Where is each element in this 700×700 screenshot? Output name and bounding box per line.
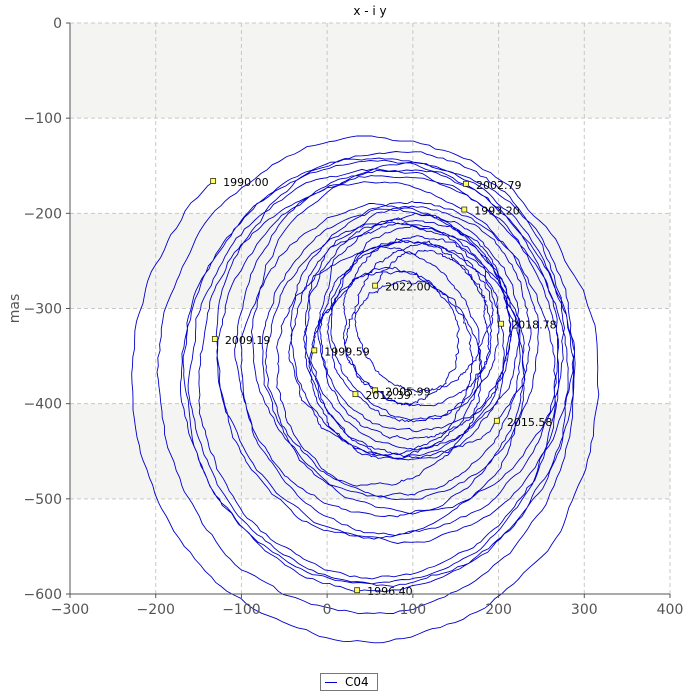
epoch-label: 2005.99 xyxy=(385,385,431,398)
x-tick-label: 100 xyxy=(399,602,426,618)
y-tick-label: −300 xyxy=(24,302,62,318)
legend-label: C04 xyxy=(345,675,369,689)
epoch-label: 1993.20 xyxy=(474,205,520,218)
epoch-marker xyxy=(311,347,318,354)
y-tick-label: 0 xyxy=(53,16,62,32)
epoch-label: 2018.78 xyxy=(511,319,556,332)
epoch-marker xyxy=(498,320,505,327)
epoch-label: 1999.59 xyxy=(324,345,370,358)
background-band xyxy=(70,403,670,499)
epoch-label: 2009.19 xyxy=(225,334,271,347)
epoch-marker xyxy=(463,180,469,187)
epoch-marker xyxy=(211,336,218,342)
y-tick-label: −400 xyxy=(24,397,62,413)
y-axis-ticks: 0 −100 −200 −300 −400 −500 −600 xyxy=(24,16,70,603)
epoch-label: 1990.00 xyxy=(223,176,269,189)
x-tick-label: −100 xyxy=(222,602,260,618)
epoch-marker xyxy=(210,178,217,184)
epoch-marker xyxy=(493,417,500,424)
epoch-markers: 1990.00 1993.20 1996.40 1999.59 2002.79 2005.… xyxy=(210,176,557,598)
legend-swatch xyxy=(325,681,337,683)
epoch-label: 2012.39 xyxy=(365,389,411,402)
epoch-label: 2022.00 xyxy=(385,281,431,294)
epoch-marker xyxy=(461,206,468,213)
y-tick-label: −600 xyxy=(24,587,62,603)
x-tick-label: −300 xyxy=(51,602,89,618)
y-tick-label: −500 xyxy=(24,492,62,508)
epoch-marker xyxy=(372,387,379,394)
epoch-label: 2002.79 xyxy=(476,179,522,192)
epoch-label: 2015.58 xyxy=(507,416,553,429)
epoch-marker xyxy=(352,391,359,398)
y-tick-label: −100 xyxy=(24,111,62,127)
x-tick-label: 400 xyxy=(657,602,684,618)
x-tick-label: 300 xyxy=(571,602,598,618)
background-bands xyxy=(70,23,670,499)
y-tick-label: −200 xyxy=(24,206,62,222)
x-tick-label: 200 xyxy=(485,602,512,618)
x-axis-ticks: −300 −200 −100 0 100 200 300 400 xyxy=(51,594,684,618)
epoch-label: 1996.40 xyxy=(367,585,413,598)
x-tick-label: −200 xyxy=(136,602,174,618)
x-tick-label: 0 xyxy=(323,602,332,618)
y-axis-label: mas xyxy=(7,294,23,324)
epoch-marker xyxy=(354,587,361,594)
legend: C04 xyxy=(320,673,378,691)
chart-title: x - i y xyxy=(353,4,386,18)
epoch-marker xyxy=(372,282,379,289)
background-band xyxy=(70,23,670,119)
